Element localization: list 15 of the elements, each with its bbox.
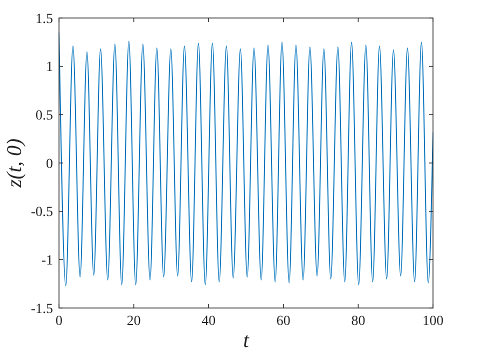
y-tick-label: 0 [46,156,53,172]
x-tick-label: 100 [422,314,444,329]
y-tick-label: 1 [46,60,53,76]
x-tick-label: 0 [56,314,62,329]
x-tick-label: 40 [202,314,216,329]
y-tick-label: -1.5 [30,302,53,317]
x-tick-label: 20 [126,314,141,329]
y-tick-label: 1.5 [36,12,53,27]
y-tick-label: -1 [41,254,53,269]
x-axis-title: t [243,328,250,352]
y-tick-label: -0.5 [30,205,53,220]
y-axis-title: z(t, 0) [2,138,26,188]
x-tick-label: 80 [351,314,366,329]
x-tick-label: 60 [276,314,290,329]
y-tick-label: 0.5 [36,108,53,124]
